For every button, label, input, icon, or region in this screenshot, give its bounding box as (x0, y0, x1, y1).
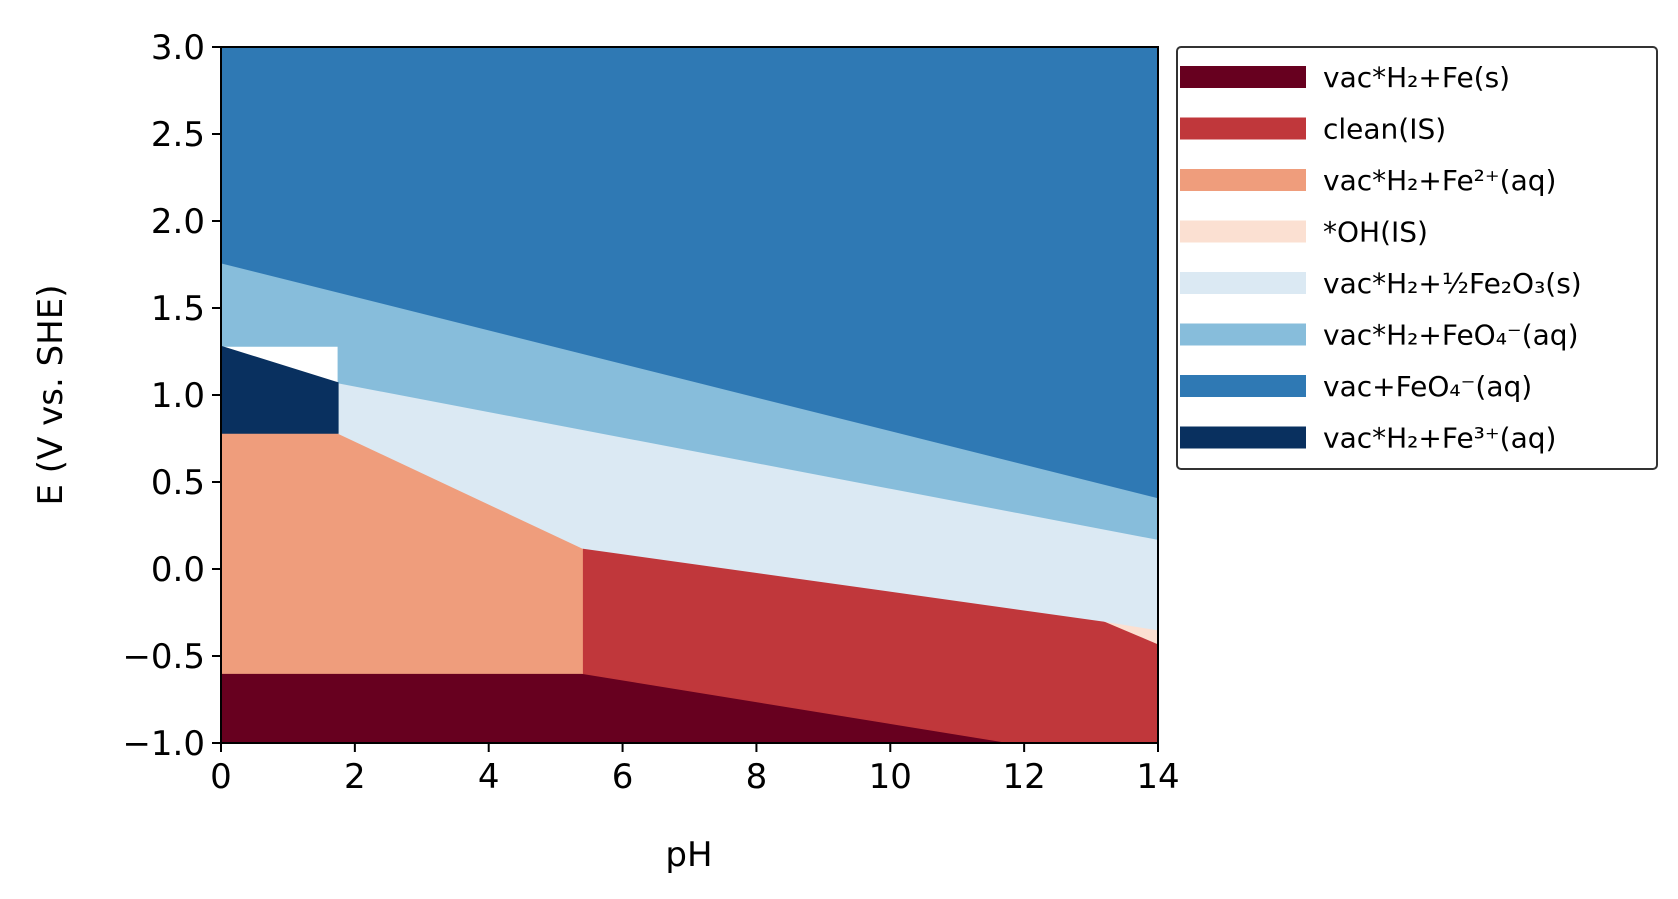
x-axis: 0 2 4 6 8 10 12 14 (210, 743, 1180, 797)
legend-label: vac+FeO₄⁻(aq) (1323, 370, 1532, 403)
y-tick-label: 2.0 (151, 202, 205, 242)
legend-label: vac*H₂+FeO₄⁻(aq) (1323, 319, 1579, 352)
legend-frame (1176, 46, 1658, 470)
legend-swatch (1180, 426, 1306, 449)
y-tick-label: −0.5 (122, 637, 205, 677)
stability-regions (221, 47, 1158, 743)
x-tick-label: 2 (344, 757, 366, 797)
y-tick-label: 2.5 (151, 115, 205, 155)
legend-label: vac*H₂+Fe²⁺(aq) (1323, 164, 1556, 197)
legend-label: vac*H₂+Fe(s) (1323, 61, 1510, 94)
x-tick-label: 12 (1003, 757, 1046, 797)
x-tick-label: 8 (746, 757, 768, 797)
x-tick-label: 6 (612, 757, 634, 797)
y-tick-label: 3.0 (151, 28, 205, 68)
y-tick-label: −1.0 (122, 724, 205, 764)
legend-swatch (1180, 117, 1306, 140)
legend-swatch (1180, 220, 1306, 243)
region-7 (221, 345, 339, 434)
legend-swatch (1180, 323, 1306, 346)
legend-label: vac*H₂+½Fe₂O₃(s) (1323, 267, 1582, 300)
y-tick-label: 0.0 (151, 550, 205, 590)
legend-label: clean(IS) (1323, 113, 1446, 146)
x-tick-label: 0 (210, 757, 232, 797)
legend-label: *OH(IS) (1323, 216, 1428, 249)
legend-swatch (1180, 272, 1306, 294)
legend: vac*H₂+Fe(s) clean(IS) vac*H₂+Fe²⁺(aq) *OH(… (1176, 46, 1658, 470)
y-tick-label: 1.5 (151, 289, 205, 329)
region-5 (221, 262, 1158, 540)
region-6 (221, 47, 1158, 499)
y-axis-label: E (V vs. SHE) (31, 285, 71, 506)
y-tick-label: 1.0 (151, 376, 205, 416)
x-tick-label: 14 (1136, 757, 1179, 797)
legend-swatch (1180, 66, 1306, 88)
legend-swatch (1180, 169, 1306, 191)
legend-label: vac*H₂+Fe³⁺(aq) (1323, 422, 1556, 455)
legend-swatch (1180, 375, 1306, 397)
x-axis-label: pH (665, 835, 712, 875)
y-axis: −1.0 −0.5 0.0 0.5 1.0 1.5 2.0 2.5 3.0 (122, 28, 221, 764)
y-tick-label: 0.5 (151, 463, 205, 503)
x-tick-label: 10 (869, 757, 912, 797)
x-tick-label: 4 (478, 757, 500, 797)
